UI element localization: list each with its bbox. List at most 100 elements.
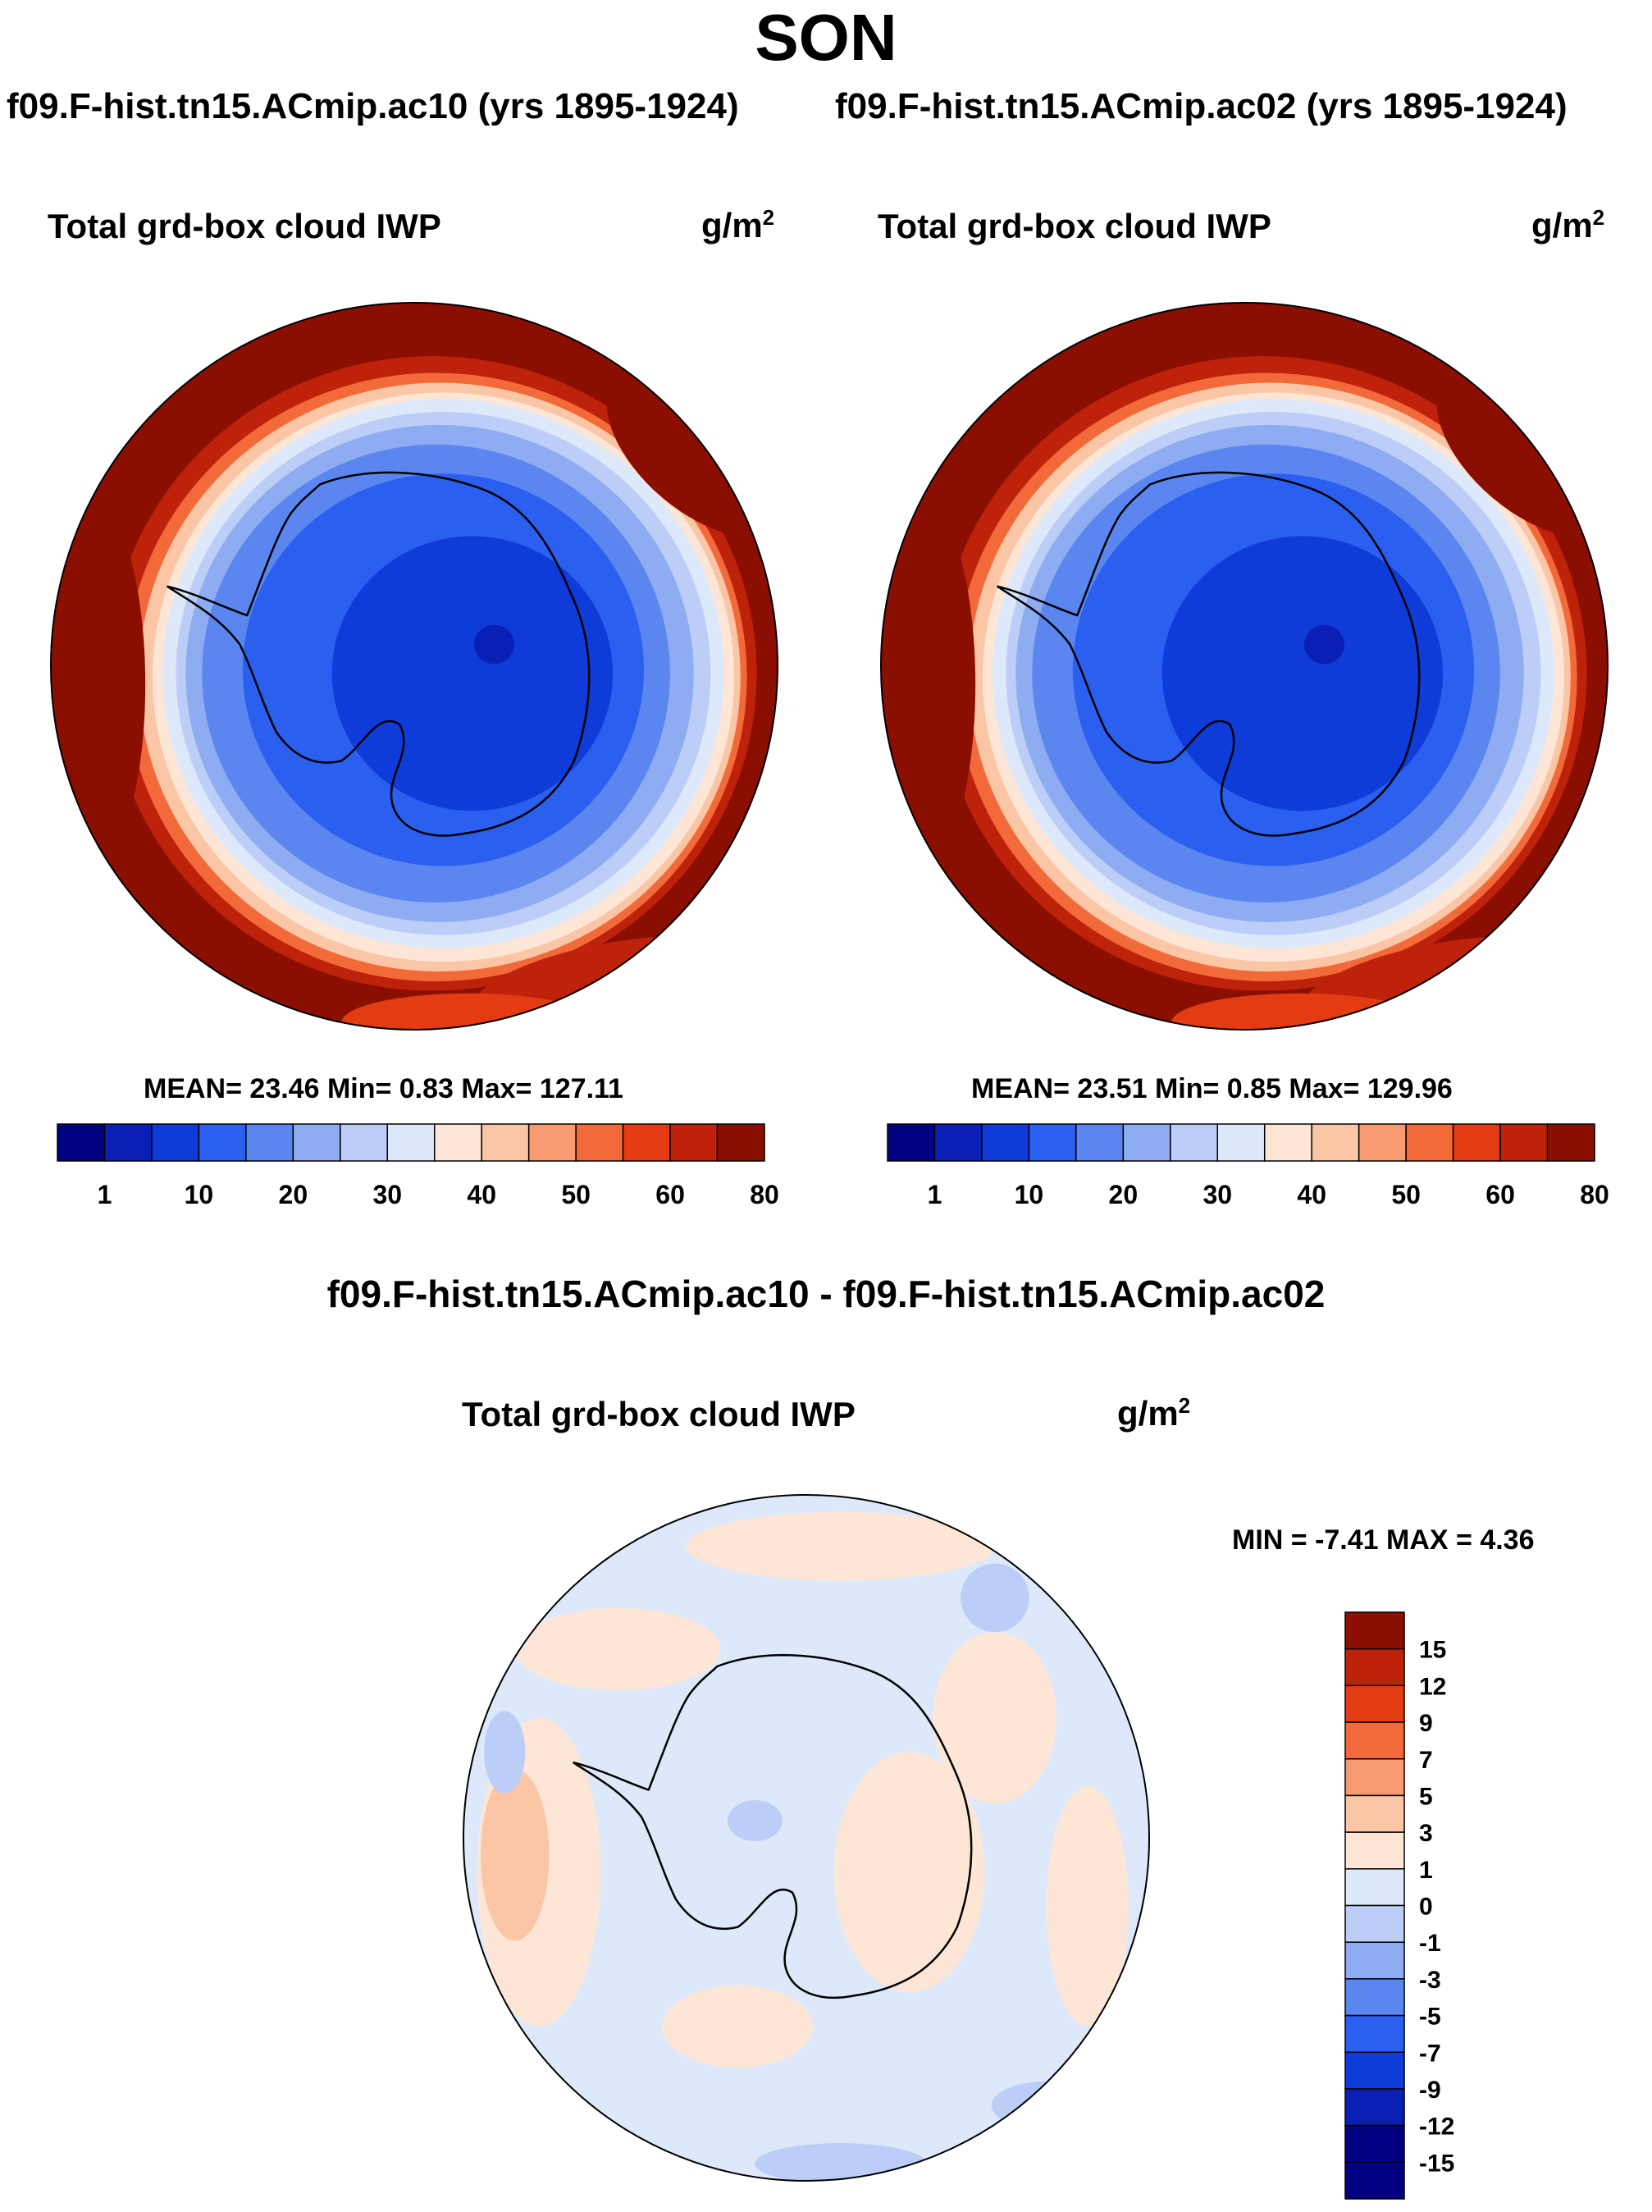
panel3-colorbar-box-7 [1345,1869,1404,1906]
panel1-colorbar: 1 10 20 30 40 50 60 80 [57,1124,779,1209]
panel3-colorbar-tick-5: 3 [1419,1820,1433,1847]
panel2-colorbar-box-13 [1500,1124,1547,1161]
panel3-anomaly-8 [961,1564,1029,1633]
panel2-colorbar-tick-1: 10 [1015,1180,1044,1209]
panel1-colorbar-box-13 [670,1124,717,1161]
panel1-colorbar-tick-2: 20 [279,1180,308,1209]
panel3-colorbar-box-0 [1345,1612,1404,1649]
panel2-colorbar-box-6 [1171,1124,1217,1161]
panel3-anomaly-11 [484,1711,525,1793]
panel3-colorbar-box-3 [1345,1722,1404,1759]
panel3-colorbar-tick-1: 12 [1419,1673,1446,1700]
panel3-anomaly-7 [481,1769,550,1940]
panel2-colorbar-tick-2: 20 [1109,1180,1139,1209]
panel1-patch-4 [341,994,596,1052]
panel2-colorbar-tick-0: 1 [928,1180,942,1209]
panel2-colorbar-box-12 [1453,1124,1500,1161]
panel2-colorbar-box-14 [1548,1124,1595,1161]
panel1-band-10 [332,536,613,811]
panel1-patch-0 [15,485,145,884]
panel3-colorbar-tick-10: -5 [1419,2004,1441,2031]
panel3-colorbar-box-9 [1345,1942,1404,1979]
panel2-map [845,303,1652,1054]
panel3-colorbar-tick-12: -9 [1419,2077,1441,2104]
panel3-map [463,1495,1149,2184]
panel3-colorbar-box-15 [1345,2162,1404,2199]
panel3-colorbar-box-10 [1345,1979,1404,2016]
panel3-colorbar-box-1 [1345,1649,1404,1686]
panel2-colorbar-box-10 [1359,1124,1406,1161]
panel3-colorbar-box-13 [1345,2089,1404,2126]
panel1-colorbar-box-6 [340,1124,387,1161]
panel3-colorbar: 15 12 9 7 5 3 1 0 -1 -3 -5 -7 -9 -12 -15 [1345,1612,1454,2199]
panel1-band-11 [474,624,514,664]
panel3-colorbar-tick-3: 7 [1419,1747,1433,1774]
panel2-colorbar-box-3 [1029,1124,1075,1161]
panel2-colorbar-box-11 [1406,1124,1453,1161]
panel1-colorbar-box-1 [104,1124,151,1161]
panel3-colorbar-box-14 [1345,2126,1404,2163]
panel1-colorbar-box-9 [481,1124,528,1161]
panel3-colorbar-box-11 [1345,2016,1404,2053]
panel1-colorbar-box-2 [152,1124,199,1161]
panel2-colorbar-box-5 [1123,1124,1170,1161]
panel3-anomaly-6 [662,1986,813,2068]
panel1-colorbar-tick-3: 30 [372,1180,402,1209]
panel1-colorbar-tick-4: 40 [467,1180,496,1209]
panel2-colorbar-box-8 [1265,1124,1312,1161]
panel2-colorbar-tick-5: 50 [1391,1180,1421,1209]
panel1-colorbar-box-12 [623,1124,670,1161]
panel1-colorbar-tick-0: 1 [98,1180,112,1209]
panel3-colorbar-tick-6: 1 [1419,1857,1433,1884]
panel3-colorbar-box-4 [1345,1759,1404,1796]
panel3-colorbar-box-8 [1345,1906,1404,1943]
panel2-colorbar-tick-7: 80 [1580,1180,1609,1209]
panel3-anomaly-2 [687,1512,995,1581]
panel1-colorbar-box-5 [293,1124,340,1161]
panel3-colorbar-tick-7: 0 [1419,1894,1433,1921]
panel2-colorbar-box-2 [982,1124,1029,1161]
panel3-anomaly-5 [1047,1786,1129,2027]
panel2-colorbar-box-1 [934,1124,981,1161]
panel1-colorbar-box-14 [718,1124,764,1161]
panel1-colorbar-box-8 [435,1124,481,1161]
panel3-anomaly-9 [992,2082,1102,2130]
figure-canvas: 1 10 20 30 40 50 60 80 1 10 20 30 40 50 60 80 15129753… [0,0,1652,2212]
panel1-colorbar-box-4 [246,1124,293,1161]
panel3-colorbar-box-5 [1345,1795,1404,1832]
panel3-colorbar-box-2 [1345,1685,1404,1722]
panel1-colorbar-tick-5: 50 [561,1180,591,1209]
panel3-colorbar-tick-14: -15 [1419,2150,1454,2177]
panel1-colorbar-box-0 [57,1124,104,1161]
panel2-patch-0 [845,485,975,884]
panel1-map [15,303,837,1054]
panel1-colorbar-box-3 [199,1124,245,1161]
panel3-colorbar-tick-0: 15 [1419,1637,1446,1664]
panel3-anomaly-1 [515,1608,721,1690]
panel2-colorbar-box-9 [1312,1124,1358,1161]
panel1-colorbar-box-7 [387,1124,434,1161]
panel3-anomaly-12 [755,2143,926,2184]
panel1-colorbar-tick-7: 80 [750,1180,779,1209]
panel3-colorbar-tick-13: -12 [1419,2114,1454,2141]
panel2-band-10 [1162,536,1443,811]
panel2-colorbar: 1 10 20 30 40 50 60 80 [888,1124,1609,1209]
panel2-band-11 [1304,624,1344,664]
panel1-colorbar-box-10 [529,1124,576,1161]
panel3-anomaly-10 [728,1800,783,1841]
panel1-colorbar-box-11 [576,1124,623,1161]
panel1-colorbar-tick-1: 10 [185,1180,214,1209]
panel2-colorbar-box-7 [1217,1124,1264,1161]
panel3-colorbar-tick-8: -1 [1419,1930,1441,1957]
panel2-colorbar-box-0 [888,1124,934,1161]
panel2-colorbar-tick-6: 60 [1485,1180,1515,1209]
panel3-colorbar-tick-11: -7 [1419,2040,1441,2067]
panel2-colorbar-tick-4: 40 [1297,1180,1326,1209]
panel1-colorbar-tick-6: 60 [655,1180,685,1209]
panel2-colorbar-box-4 [1076,1124,1123,1161]
panel3-colorbar-box-12 [1345,2052,1404,2089]
panel3-colorbar-tick-4: 5 [1419,1783,1433,1810]
panel3-colorbar-tick-9: -3 [1419,1967,1441,1994]
panel3-colorbar-tick-2: 9 [1419,1710,1433,1737]
panel3-colorbar-box-6 [1345,1832,1404,1869]
